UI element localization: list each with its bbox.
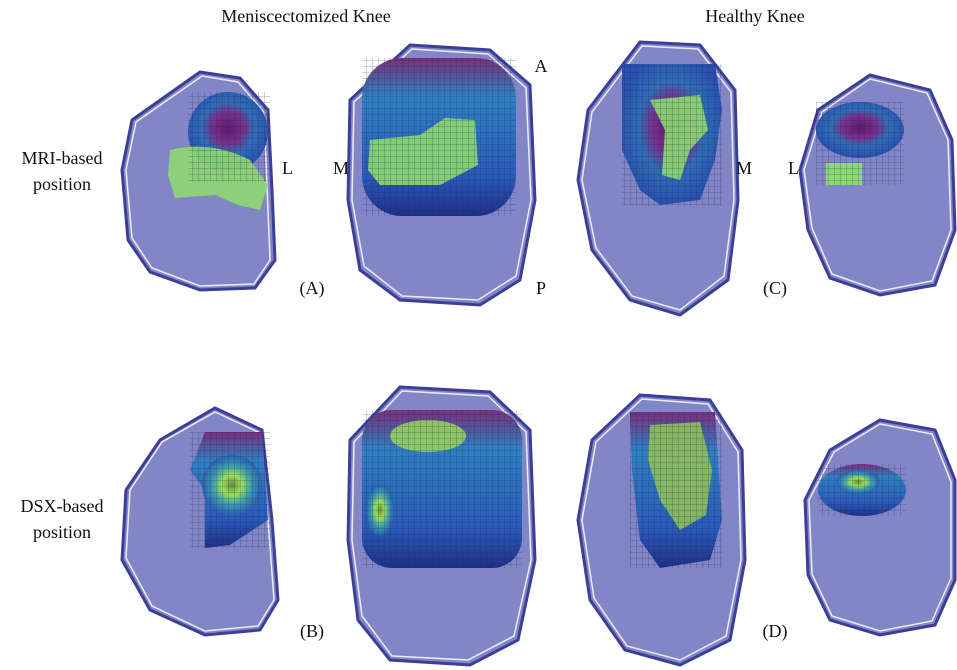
figure: Meniscectomized Knee Healthy Knee MRI-ba… <box>0 0 957 670</box>
panel-label: (C) <box>763 278 787 299</box>
panel-label: (B) <box>300 621 324 642</box>
panel-a <box>122 72 275 290</box>
panel-label: (D) <box>763 621 788 642</box>
plateau <box>805 420 955 635</box>
row-label: position <box>33 174 91 194</box>
column-header: Healthy Knee <box>705 6 804 26</box>
panel-d <box>578 395 745 665</box>
panel-label: (A) <box>300 278 325 299</box>
panel-d-lateral <box>805 420 955 635</box>
orientation-label: M <box>736 158 752 178</box>
orientation-label: L <box>282 158 293 178</box>
panel-b <box>122 408 278 635</box>
orientation-label: A <box>535 56 548 76</box>
orientation-label: M <box>333 158 349 178</box>
panel-a-medial <box>348 45 535 305</box>
panel-b-medial <box>348 387 535 665</box>
panel-c-lateral <box>800 75 955 295</box>
orientation-label: L <box>788 158 799 178</box>
row-label: position <box>33 522 91 542</box>
column-header: Meniscectomized Knee <box>221 6 390 26</box>
orientation-label: P <box>536 278 546 298</box>
row-label: DSX-based <box>21 496 104 516</box>
panel-c <box>578 42 738 315</box>
row-label: MRI-based <box>22 148 103 168</box>
